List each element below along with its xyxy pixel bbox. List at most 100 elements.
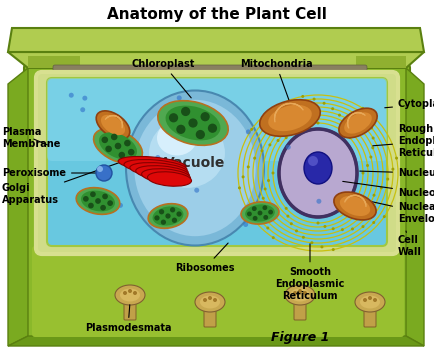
- Ellipse shape: [340, 228, 343, 231]
- Ellipse shape: [151, 177, 156, 182]
- Ellipse shape: [271, 172, 274, 174]
- Ellipse shape: [366, 116, 369, 120]
- Ellipse shape: [307, 156, 317, 166]
- FancyBboxPatch shape: [293, 298, 305, 320]
- Ellipse shape: [297, 289, 301, 293]
- Ellipse shape: [161, 220, 166, 225]
- Ellipse shape: [123, 291, 127, 295]
- Ellipse shape: [128, 149, 134, 156]
- Ellipse shape: [291, 115, 294, 118]
- Ellipse shape: [115, 285, 145, 305]
- Ellipse shape: [303, 152, 331, 184]
- Ellipse shape: [316, 121, 319, 125]
- Ellipse shape: [124, 159, 187, 174]
- Ellipse shape: [95, 198, 101, 204]
- Ellipse shape: [286, 215, 289, 218]
- Text: Vacuole: Vacuole: [164, 156, 225, 170]
- Ellipse shape: [262, 205, 266, 210]
- Ellipse shape: [316, 221, 319, 225]
- Ellipse shape: [361, 172, 364, 174]
- Ellipse shape: [158, 101, 228, 145]
- Polygon shape: [8, 28, 423, 52]
- Ellipse shape: [101, 137, 108, 143]
- Ellipse shape: [365, 164, 368, 167]
- Ellipse shape: [359, 295, 379, 309]
- Ellipse shape: [170, 207, 175, 213]
- Ellipse shape: [354, 292, 384, 312]
- Ellipse shape: [149, 118, 224, 188]
- FancyBboxPatch shape: [363, 305, 375, 327]
- Text: Golgi
Apparatus: Golgi Apparatus: [2, 157, 135, 205]
- Ellipse shape: [123, 157, 128, 162]
- Ellipse shape: [194, 292, 224, 312]
- Ellipse shape: [118, 203, 123, 208]
- Ellipse shape: [118, 156, 185, 172]
- Ellipse shape: [124, 140, 130, 146]
- Text: Cytoplasm: Cytoplasm: [384, 99, 434, 109]
- Ellipse shape: [118, 152, 125, 158]
- Ellipse shape: [346, 129, 349, 131]
- Ellipse shape: [130, 163, 187, 177]
- Ellipse shape: [110, 207, 115, 212]
- Ellipse shape: [271, 118, 274, 121]
- Text: Figure 1: Figure 1: [270, 331, 329, 345]
- Text: Chloroplast: Chloroplast: [131, 59, 194, 98]
- Ellipse shape: [348, 136, 351, 139]
- Ellipse shape: [152, 206, 183, 226]
- Ellipse shape: [76, 188, 119, 214]
- Ellipse shape: [246, 166, 249, 168]
- Ellipse shape: [278, 129, 356, 217]
- Ellipse shape: [263, 188, 266, 190]
- Ellipse shape: [294, 229, 297, 232]
- Ellipse shape: [181, 107, 190, 116]
- Text: Rough
Endoplasmic
Reticulum: Rough Endoplasmic Reticulum: [372, 124, 434, 158]
- Ellipse shape: [195, 130, 204, 139]
- Ellipse shape: [171, 218, 177, 223]
- Ellipse shape: [322, 102, 325, 105]
- Ellipse shape: [289, 222, 292, 225]
- Ellipse shape: [237, 187, 240, 189]
- FancyBboxPatch shape: [53, 65, 366, 83]
- Ellipse shape: [176, 211, 181, 217]
- Ellipse shape: [213, 298, 217, 302]
- Ellipse shape: [289, 288, 309, 302]
- Ellipse shape: [362, 298, 366, 302]
- Ellipse shape: [188, 119, 197, 127]
- Text: Plasmodesmata: Plasmodesmata: [85, 305, 171, 333]
- Ellipse shape: [262, 216, 265, 220]
- Ellipse shape: [323, 225, 326, 228]
- Ellipse shape: [260, 122, 263, 125]
- Ellipse shape: [281, 116, 284, 119]
- Ellipse shape: [201, 119, 206, 124]
- Ellipse shape: [157, 120, 197, 156]
- Ellipse shape: [168, 113, 178, 122]
- Text: Smooth
Endoplasmic
Reticulum: Smooth Endoplasmic Reticulum: [275, 244, 344, 300]
- Ellipse shape: [253, 157, 256, 159]
- FancyBboxPatch shape: [24, 64, 409, 340]
- Ellipse shape: [245, 129, 250, 134]
- Ellipse shape: [350, 227, 353, 230]
- Ellipse shape: [88, 203, 94, 208]
- FancyBboxPatch shape: [124, 298, 136, 320]
- Ellipse shape: [90, 192, 95, 197]
- Ellipse shape: [101, 115, 125, 135]
- Ellipse shape: [102, 194, 108, 199]
- Ellipse shape: [372, 194, 375, 197]
- Ellipse shape: [105, 146, 112, 152]
- FancyBboxPatch shape: [36, 72, 397, 254]
- Ellipse shape: [207, 124, 217, 133]
- Ellipse shape: [391, 168, 394, 171]
- FancyBboxPatch shape: [204, 305, 216, 327]
- Ellipse shape: [320, 245, 323, 248]
- Ellipse shape: [360, 107, 363, 110]
- Polygon shape: [8, 52, 423, 68]
- Ellipse shape: [361, 225, 364, 228]
- Ellipse shape: [385, 178, 388, 180]
- Ellipse shape: [260, 149, 263, 152]
- Ellipse shape: [83, 196, 89, 202]
- Ellipse shape: [147, 172, 191, 186]
- Ellipse shape: [394, 157, 397, 159]
- Ellipse shape: [155, 155, 160, 160]
- Ellipse shape: [316, 199, 321, 204]
- Ellipse shape: [100, 205, 106, 210]
